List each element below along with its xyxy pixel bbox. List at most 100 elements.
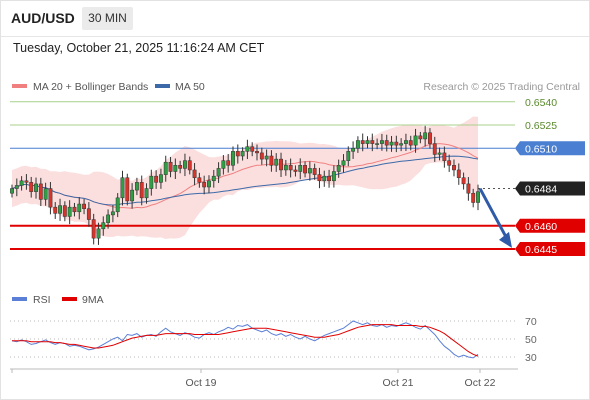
candle-body (341, 160, 346, 166)
candle-body (423, 132, 428, 140)
candle (226, 154, 231, 173)
candle-body (437, 152, 442, 155)
candle-body (43, 188, 48, 200)
timeframe-button[interactable]: 30 MIN (82, 7, 133, 30)
candle (413, 128, 418, 153)
candle-body (351, 148, 356, 152)
candle (86, 202, 91, 227)
forecast-arrow-shaft (478, 187, 508, 238)
candle (96, 222, 101, 245)
candle (48, 182, 53, 215)
candle (43, 182, 48, 206)
rsi-ma-legend-label: 9MA (82, 294, 104, 306)
candle (298, 158, 303, 180)
candle-body (370, 140, 375, 144)
candle (255, 144, 259, 161)
candle-body (202, 182, 207, 188)
candle (264, 149, 269, 167)
candle-body (82, 203, 86, 209)
candle-body (274, 158, 279, 166)
candle (288, 158, 293, 178)
candle-body (178, 165, 183, 169)
credit-label: Research © 2025 Trading Central (423, 81, 580, 93)
candle (178, 160, 183, 174)
candle-body (432, 143, 437, 155)
candle (183, 153, 187, 177)
candle-body (231, 151, 235, 166)
candle-body (38, 183, 43, 200)
candle (10, 184, 14, 198)
candle-body (77, 203, 82, 213)
candle (365, 136, 370, 149)
rsi-panel: 70 50 30 (10, 316, 537, 364)
candle (38, 177, 43, 207)
candle-body (197, 177, 202, 183)
ma20-legend-label: MA 20 + Bollinger Bands (33, 81, 148, 93)
candle-body (447, 160, 452, 166)
candle (394, 135, 399, 153)
candle (423, 125, 428, 147)
candle (303, 161, 307, 178)
candle-body (62, 205, 67, 217)
candle (327, 169, 332, 188)
candle-body (389, 141, 394, 146)
candle (192, 163, 197, 186)
candle (67, 200, 72, 225)
candle (322, 170, 327, 187)
candle-body (346, 151, 351, 161)
candle-body (134, 182, 139, 191)
candle-body (327, 175, 332, 182)
candle-body (466, 183, 471, 194)
candle (351, 141, 356, 159)
candle-body (269, 155, 274, 166)
candle-body (110, 211, 115, 216)
candle (471, 188, 476, 208)
candle (231, 146, 235, 171)
candle (130, 183, 135, 209)
candle (466, 177, 471, 201)
candle (461, 172, 466, 190)
candle (317, 167, 322, 189)
candle (154, 170, 159, 189)
candle (134, 177, 139, 196)
candle (14, 178, 19, 197)
candle (375, 138, 380, 150)
candle (144, 183, 149, 204)
candle-body (125, 177, 130, 202)
candle (163, 155, 168, 182)
x-tick-label: Oct 21 (383, 377, 414, 389)
candle (269, 150, 274, 172)
x-tick-label: Oct 22 (465, 377, 496, 389)
candle (139, 175, 144, 206)
candle-body (394, 141, 399, 146)
candle-body (144, 188, 149, 199)
candle (279, 152, 283, 177)
candle (399, 138, 404, 152)
candle (77, 197, 82, 220)
candle-body (331, 171, 336, 182)
candle (149, 169, 154, 196)
candle-body (149, 175, 154, 189)
candle-body (29, 182, 34, 192)
candle (389, 135, 394, 152)
candle-body (283, 165, 288, 171)
candle-body (101, 222, 106, 230)
candle-body (168, 161, 173, 172)
candle (418, 131, 423, 144)
price-levels: 0.6540 0.6525 0.6510 0.6484 0.6460 0.6445 (10, 97, 585, 256)
candle-body (259, 152, 264, 160)
candle (58, 198, 62, 221)
candle (72, 202, 77, 217)
rsi-line (11, 320, 479, 359)
candle (341, 154, 346, 173)
rsi-tick-70: 70 (525, 316, 537, 328)
candle-body (312, 168, 317, 175)
candle (476, 184, 480, 211)
candle (442, 146, 447, 168)
level-label-0.6510: 0.6510 (525, 143, 557, 155)
level-tag-0.6460 (515, 218, 585, 233)
level-label-0.6540: 0.6540 (525, 97, 557, 109)
chart-header: AUD/USD 30 MIN (0, 0, 590, 37)
candle (259, 147, 264, 165)
